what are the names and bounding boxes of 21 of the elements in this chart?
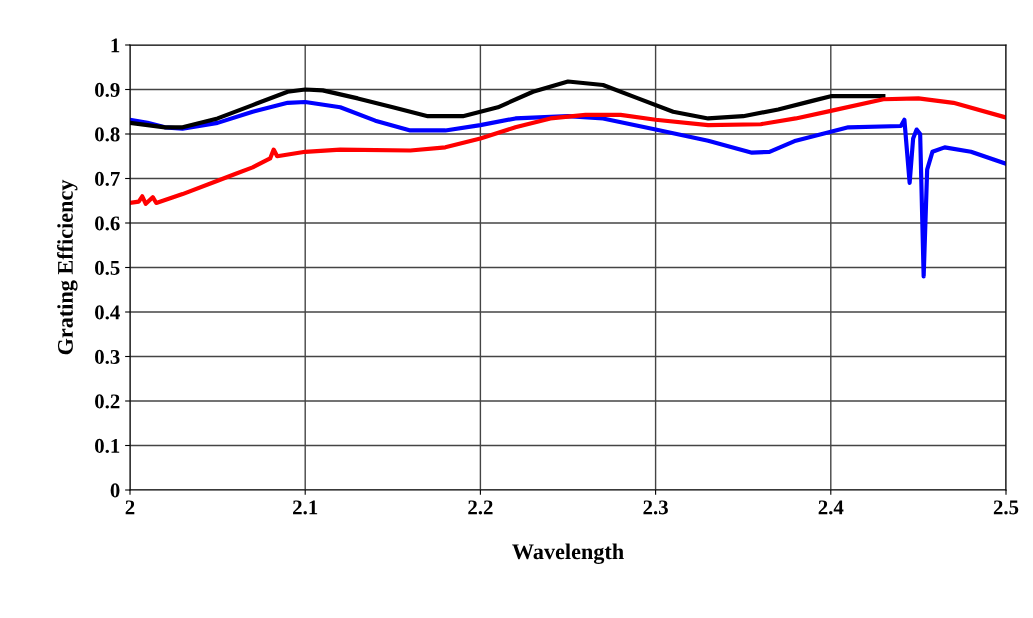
x-axis-title: Wavelength (512, 543, 624, 564)
y-tick-label: 0.7 (95, 171, 120, 187)
y-tick-label: 0.8 (95, 127, 120, 142)
line-series (130, 96, 1006, 206)
y-axis-title: Grating Efficiency (57, 179, 78, 355)
x-tick-label: 2.4 (818, 500, 844, 515)
x-tick-label: 2.3 (643, 500, 668, 515)
y-tick-label: 0.9 (95, 82, 120, 98)
x-tick-label: 2.5 (993, 500, 1019, 515)
y-tick-label: 1 (111, 38, 120, 53)
y-tick-label: 0.3 (95, 349, 120, 365)
x-tick-label: 2 (125, 500, 135, 515)
line-series (130, 99, 1006, 279)
x-tick-label: 2.1 (293, 500, 318, 515)
y-tick-label: 0.1 (95, 438, 120, 454)
y-tick-label: 0.5 (95, 260, 120, 276)
y-tick-label: 0 (110, 483, 120, 498)
x-tick-label: 2.2 (468, 500, 493, 515)
y-tick-label: 0.2 (95, 394, 120, 409)
y-tick-label: 0.6 (95, 216, 120, 231)
y-tick-label: 0.4 (95, 305, 120, 320)
